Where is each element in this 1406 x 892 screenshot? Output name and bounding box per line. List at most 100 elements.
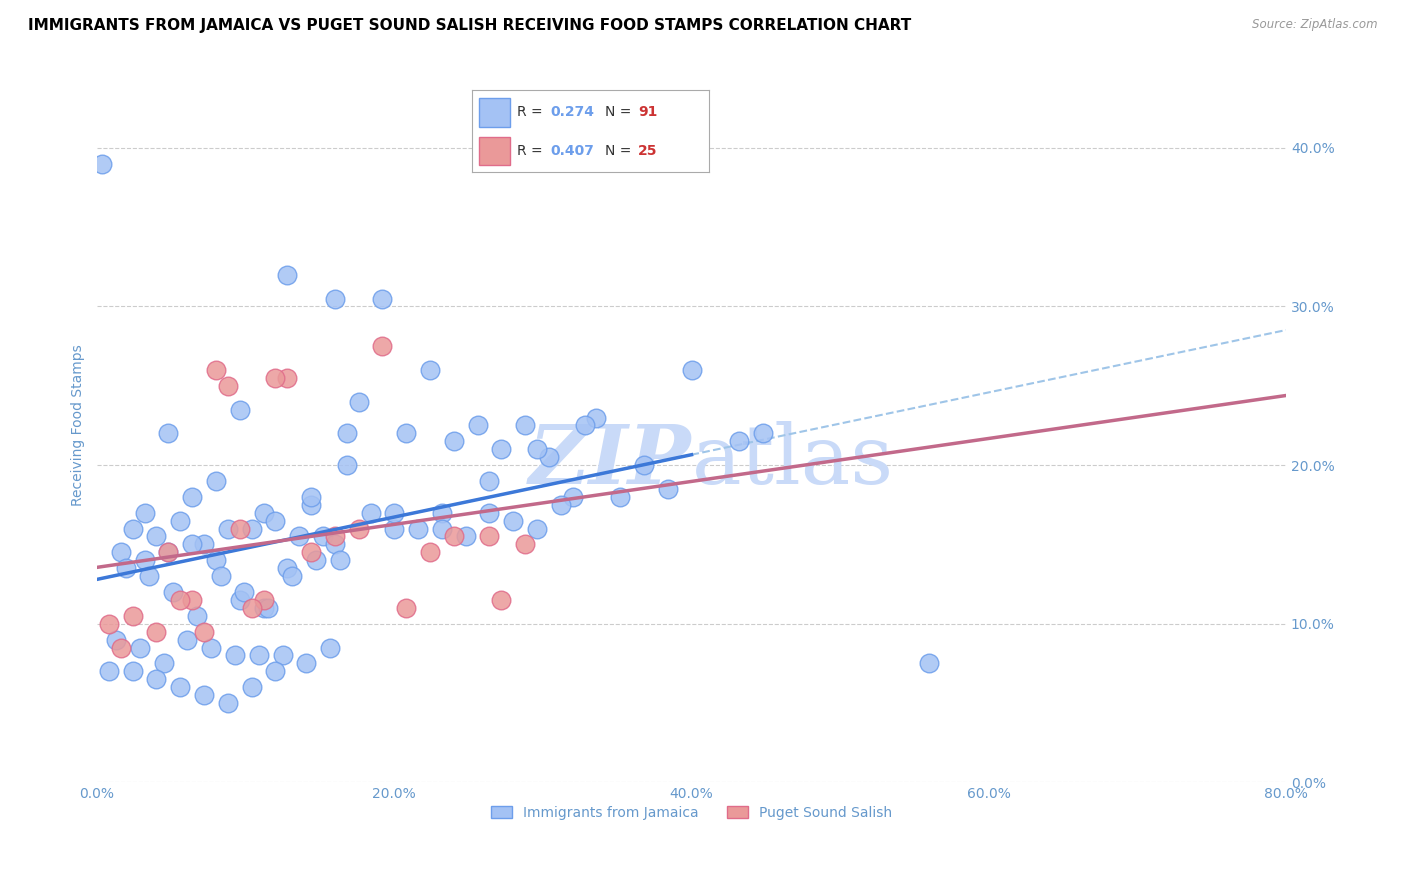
Immigrants from Jamaica [323,292,346,306]
Text: Source: ZipAtlas.com: Source: ZipAtlas.com [1253,18,1378,31]
Immigrants from Jamaica [114,561,136,575]
Puget Sound Salish [228,522,250,536]
Puget Sound Salish [443,529,465,543]
Immigrants from Jamaica [252,506,274,520]
Immigrants from Jamaica [205,474,228,488]
Immigrants from Jamaica [336,426,359,441]
Immigrants from Jamaica [419,363,441,377]
Immigrants from Jamaica [323,537,346,551]
Immigrants from Jamaica [443,434,465,449]
Puget Sound Salish [371,339,394,353]
Immigrants from Jamaica [537,450,560,465]
Immigrants from Jamaica [145,529,167,543]
Immigrants from Jamaica [128,640,150,655]
Immigrants from Jamaica [382,506,405,520]
Immigrants from Jamaica [526,442,548,457]
Immigrants from Jamaica [752,426,775,441]
Immigrants from Jamaica [233,585,256,599]
Immigrants from Jamaica [176,632,198,647]
Immigrants from Jamaica [430,522,453,536]
Puget Sound Salish [145,624,167,639]
Immigrants from Jamaica [347,394,370,409]
Puget Sound Salish [169,593,191,607]
Immigrants from Jamaica [319,640,342,655]
Immigrants from Jamaica [264,514,287,528]
Immigrants from Jamaica [336,458,359,472]
Immigrants from Jamaica [252,600,274,615]
Immigrants from Jamaica [181,537,204,551]
Text: atlas: atlas [692,421,894,501]
Immigrants from Jamaica [305,553,328,567]
Immigrants from Jamaica [240,680,263,694]
Immigrants from Jamaica [299,490,322,504]
Immigrants from Jamaica [312,529,335,543]
Text: IMMIGRANTS FROM JAMAICA VS PUGET SOUND SALISH RECEIVING FOOD STAMPS CORRELATION : IMMIGRANTS FROM JAMAICA VS PUGET SOUND S… [28,18,911,33]
Puget Sound Salish [264,371,287,385]
Immigrants from Jamaica [105,632,128,647]
Immigrants from Jamaica [157,545,180,559]
Immigrants from Jamaica [228,593,250,607]
Immigrants from Jamaica [193,688,215,702]
Puget Sound Salish [181,593,204,607]
Immigrants from Jamaica [360,506,382,520]
Immigrants from Jamaica [478,474,501,488]
Immigrants from Jamaica [138,569,160,583]
Immigrants from Jamaica [157,426,180,441]
Immigrants from Jamaica [276,268,298,282]
Puget Sound Salish [478,529,501,543]
Immigrants from Jamaica [97,665,120,679]
Immigrants from Jamaica [295,657,318,671]
Immigrants from Jamaica [121,522,143,536]
Immigrants from Jamaica [257,600,280,615]
Immigrants from Jamaica [145,672,167,686]
Puget Sound Salish [157,545,180,559]
Immigrants from Jamaica [513,418,536,433]
Immigrants from Jamaica [561,490,583,504]
Immigrants from Jamaica [406,522,429,536]
Y-axis label: Receiving Food Stamps: Receiving Food Stamps [72,344,86,507]
Immigrants from Jamaica [550,498,572,512]
Immigrants from Jamaica [382,522,405,536]
Immigrants from Jamaica [224,648,246,663]
Immigrants from Jamaica [371,292,394,306]
Immigrants from Jamaica [491,442,513,457]
Puget Sound Salish [323,529,346,543]
Immigrants from Jamaica [264,665,287,679]
Immigrants from Jamaica [169,680,191,694]
Immigrants from Jamaica [121,665,143,679]
Puget Sound Salish [205,363,228,377]
Immigrants from Jamaica [609,490,631,504]
Immigrants from Jamaica [271,648,294,663]
Immigrants from Jamaica [152,657,174,671]
Immigrants from Jamaica [134,506,156,520]
Immigrants from Jamaica [478,506,501,520]
Immigrants from Jamaica [681,363,703,377]
Puget Sound Salish [97,616,120,631]
Puget Sound Salish [193,624,215,639]
Puget Sound Salish [217,378,239,392]
Immigrants from Jamaica [526,522,548,536]
Immigrants from Jamaica [276,561,298,575]
Immigrants from Jamaica [186,608,208,623]
Puget Sound Salish [240,600,263,615]
Puget Sound Salish [110,640,132,655]
Immigrants from Jamaica [134,553,156,567]
Immigrants from Jamaica [430,506,453,520]
Immigrants from Jamaica [90,157,112,171]
Immigrants from Jamaica [169,514,191,528]
Immigrants from Jamaica [217,522,239,536]
Text: ZIP: ZIP [529,421,692,501]
Immigrants from Jamaica [205,553,228,567]
Immigrants from Jamaica [228,402,250,417]
Puget Sound Salish [252,593,274,607]
Immigrants from Jamaica [193,537,215,551]
Immigrants from Jamaica [240,522,263,536]
Immigrants from Jamaica [162,585,184,599]
Immigrants from Jamaica [454,529,477,543]
Immigrants from Jamaica [657,482,679,496]
Puget Sound Salish [419,545,441,559]
Puget Sound Salish [347,522,370,536]
Immigrants from Jamaica [633,458,655,472]
Immigrants from Jamaica [502,514,524,528]
Immigrants from Jamaica [217,696,239,710]
